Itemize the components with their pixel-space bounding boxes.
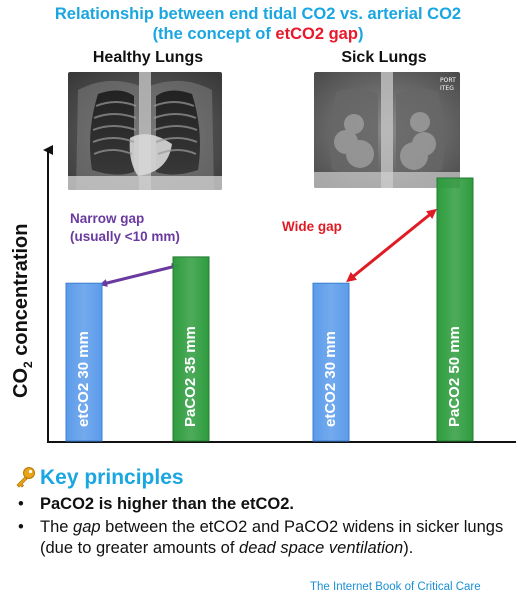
bullet-2-part-5: ). xyxy=(403,539,414,557)
bar-sick-etco2 xyxy=(312,282,350,442)
sick-lungs-xray: PORT ITEG xyxy=(314,72,460,188)
bullet-2-part-3: between the etCO2 and PaCO2 widens in si… xyxy=(40,518,504,557)
bullet-dot: • xyxy=(18,518,24,536)
bar-healthy-etco2 xyxy=(65,282,103,442)
bullet-2-dead-space: dead space ventilation xyxy=(239,539,404,557)
key-icon xyxy=(14,466,36,493)
bullet-1: • PaCO2 is higher than the etCO2. xyxy=(18,494,510,515)
bar-series xyxy=(65,177,474,442)
footer-credit: The Internet Book of Critical Care xyxy=(310,581,481,593)
bullet-dot: • xyxy=(18,495,24,513)
y-axis-label: CO2 concentration xyxy=(10,224,35,398)
narrow-gap-line-1: Narrow gap xyxy=(70,211,145,226)
narrow-gap-line-2: (usually <10 mm) xyxy=(70,229,180,244)
bar-healthy-paco2-label: PaCO2 35 mm xyxy=(182,326,199,427)
narrow-gap-arrow xyxy=(99,263,180,287)
title-line-2-post: ) xyxy=(357,25,364,43)
bar-healthy-paco2 xyxy=(172,256,210,442)
bar-sick-paco2-label: PaCO2 50 mm xyxy=(446,326,463,427)
bullet-2: • The gap between the etCO2 and PaCO2 wi… xyxy=(18,517,510,559)
bullet-2-part-1: The xyxy=(40,518,74,536)
healthy-lungs-label: Healthy Lungs xyxy=(92,49,204,66)
bullet-1-text: PaCO2 is higher than the etCO2. xyxy=(40,495,294,513)
title-line-2-pre: (the concept of xyxy=(152,25,276,43)
key-principles-heading: Key principles xyxy=(40,466,184,489)
sick-lungs-label: Sick Lungs xyxy=(341,49,427,66)
y-axis-label-sub: 2 xyxy=(21,361,35,368)
narrow-gap-label: Narrow gap (usually <10 mm) xyxy=(70,210,180,246)
y-axis-label-main: CO xyxy=(10,368,32,398)
title-line-1: Relationship between end tidal CO2 vs. a… xyxy=(54,5,462,23)
xray-corner-text-2: ITEG xyxy=(440,85,454,92)
bullet-2-gap: gap xyxy=(73,518,101,536)
wide-gap-label: Wide gap xyxy=(282,219,342,234)
y-axis-label-rest: concentration xyxy=(10,223,32,362)
xray-corner-text-1: PORT xyxy=(440,77,456,84)
title-highlight: etCO2 gap xyxy=(275,25,358,43)
bar-sick-etco2-label: etCO2 30 mm xyxy=(322,331,339,427)
bar-healthy-etco2-label: etCO2 30 mm xyxy=(75,331,92,427)
wide-gap-arrow xyxy=(346,208,437,283)
healthy-lungs-xray xyxy=(68,72,222,190)
bar-sick-paco2 xyxy=(436,177,474,442)
title-line-2: (the concept of etCO2 gap) xyxy=(0,24,516,44)
